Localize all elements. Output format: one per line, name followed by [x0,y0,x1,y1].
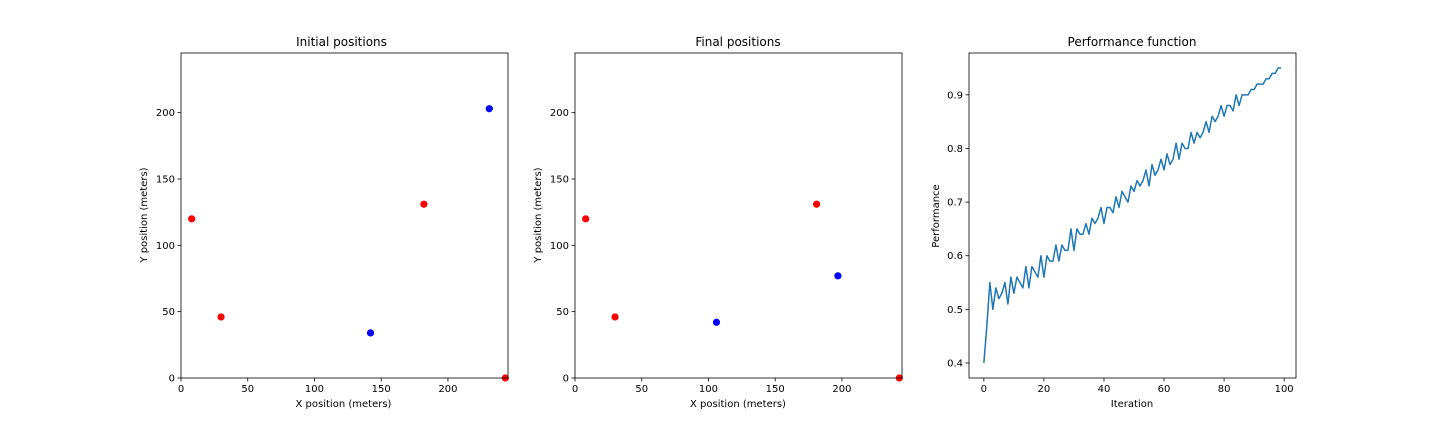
y-tick-label: 0 [563,374,569,385]
axes-frame [180,52,509,379]
x-axis-label: X position (meters) [690,399,786,410]
x-tick-label: 100 [699,384,718,395]
y-axis-label: Y position (meters) [533,167,544,263]
y-tick-label: 150 [550,175,569,186]
x-tick-label: 0 [981,384,987,395]
y-tick-label: 50 [162,307,175,318]
y-tick-label: 100 [156,241,175,252]
x-axis-label: Iteration [1111,399,1153,410]
x-axis-label: X position (meters) [296,399,392,410]
y-tick-label: 0 [169,374,175,385]
x-tick-label: 20 [1038,384,1051,395]
y-tick-label: 50 [556,307,569,318]
axes-frame [574,52,903,379]
y-tick-label: 0.5 [947,305,963,316]
scatter-point [366,329,375,337]
scatter-point [420,200,428,208]
scatter-point [485,105,493,113]
x-tick-label: 80 [1218,384,1231,395]
x-tick-label: 200 [438,384,457,395]
panel-initial-positions: Initial positions X position (meters) Y … [139,35,509,410]
axes-frame [968,52,1297,379]
x-tick-label: 50 [241,384,254,395]
panel-final-positions: Final positions X position (meters) Y po… [533,35,903,410]
y-tick-label: 150 [156,175,175,186]
series-line [983,67,1282,364]
x-tick-label: 0 [572,384,578,395]
y-tick-label: 100 [550,241,569,252]
scatter-point [812,200,821,208]
x-tick-label: 60 [1158,384,1171,395]
y-tick-label: 200 [550,108,569,119]
y-axis-label: Y position (meters) [139,167,150,263]
scatter-point [611,313,619,321]
scatter-point [712,318,721,326]
x-tick-label: 100 [305,384,324,395]
x-tick-label: 50 [635,384,648,395]
y-axis-label: Performance [931,184,942,247]
y-tick-label: 0.8 [947,144,963,155]
y-tick-label: 200 [156,108,175,119]
y-tick-label: 0.6 [947,251,963,262]
panel-performance-function: Performance function Iteration Performan… [931,35,1297,410]
y-tick-label: 0.9 [947,90,963,101]
x-tick-label: 150 [372,384,391,395]
y-tick-label: 0.7 [947,198,963,209]
scatter-point [188,215,196,223]
y-tick-label: 0.4 [947,358,963,369]
scatter-point [582,215,590,223]
chart-title: Final positions [695,35,780,49]
x-tick-label: 0 [178,384,184,395]
chart-title: Initial positions [296,35,387,49]
scatter-point [217,313,225,321]
x-tick-label: 150 [766,384,785,395]
x-tick-label: 200 [832,384,851,395]
chart-title: Performance function [1068,35,1197,49]
x-tick-label: 40 [1098,384,1111,395]
x-tick-label: 100 [1275,384,1294,395]
scatter-point [834,272,842,280]
